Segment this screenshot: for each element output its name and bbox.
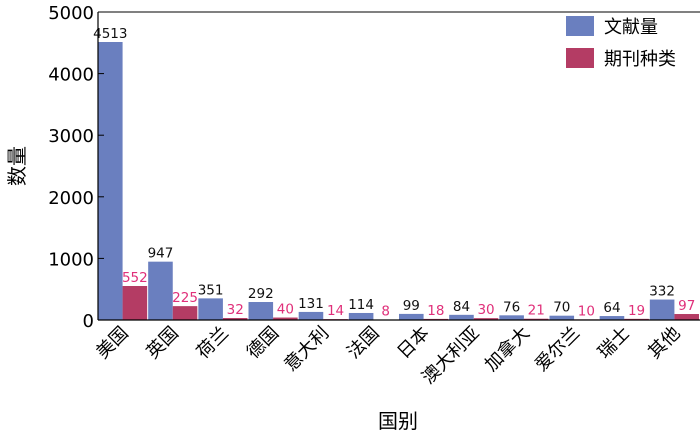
value-label-literature-7: 84 [453,299,470,315]
y-ticks-group: 0 1000 2000 3000 4000 5000 [48,3,104,332]
bar-journals-8 [523,318,549,320]
value-label-journals-0: 552 [122,270,148,286]
x-tick-label-9: 爱尔兰 [531,323,584,376]
bar-literature-5 [348,312,374,320]
legend-swatch-1 [566,48,594,68]
value-label-journals-9: 10 [578,303,595,319]
value-label-literature-0: 4513 [93,26,127,42]
x-axis-title: 国别 [378,409,418,433]
axes-group [97,11,700,321]
x-tick-label-10: 瑞士 [594,323,634,363]
bar-journals-11 [674,314,699,320]
value-label-literature-4: 131 [298,296,324,312]
value-label-literature-8: 76 [503,299,520,315]
x-tick-label-1: 英国 [142,323,182,363]
value-label-journals-3: 40 [277,302,294,318]
value-label-literature-3: 292 [248,286,274,302]
y-tick-label-5: 5000 [48,3,94,24]
value-label-literature-6: 99 [403,298,420,314]
bars-group [98,42,699,320]
bar-literature-7 [449,314,474,320]
bar-literature-4 [298,311,324,320]
value-label-literature-5: 114 [348,297,374,313]
value-label-journals-11: 97 [678,298,695,314]
value-label-journals-4: 14 [327,303,344,319]
y-tick-label-4: 4000 [48,65,94,86]
bar-literature-9 [549,315,575,320]
bar-literature-11 [649,299,675,320]
value-label-literature-10: 64 [603,300,620,316]
bar-journals-2 [222,318,248,320]
x-tick-label-11: 其他 [644,323,684,363]
bar-literature-3 [248,302,274,320]
bar-literature-8 [499,315,524,320]
value-label-literature-1: 947 [148,246,174,262]
value-label-journals-2: 32 [227,302,244,318]
bar-journals-0 [122,286,148,320]
x-tick-label-8: 加拿大 [480,322,534,376]
value-label-journals-5: 8 [381,304,390,320]
bar-journals-7 [473,318,499,320]
y-tick-label-0: 0 [83,311,94,332]
bar-literature-2 [198,298,223,320]
value-label-journals-7: 30 [477,302,494,318]
x-tick-label-0: 美国 [92,323,132,363]
bar-journals-1 [172,306,198,320]
bar-literature-10 [599,316,625,320]
y-tick-label-1: 1000 [48,249,94,270]
x-tick-label-5: 法国 [343,323,383,363]
legend-label-0: 文献量 [604,17,658,38]
x-tick-label-6: 日本 [393,323,433,363]
legend-label-1: 期刊种类 [604,49,676,70]
bar-literature-1 [148,261,173,320]
value-label-journals-1: 225 [172,290,198,306]
x-tick-label-3: 德国 [243,323,283,363]
value-label-journals-6: 18 [427,303,444,319]
x-tick-label-4: 意大利 [280,323,333,376]
x-tick-label-2: 荷兰 [193,323,233,363]
value-label-journals-8: 21 [528,303,545,319]
bar-journals-3 [273,317,298,320]
bar-literature-0 [98,42,123,320]
y-tick-label-2: 2000 [48,188,94,209]
bar-literature-6 [399,313,424,320]
value-label-journals-10: 19 [628,303,645,319]
y-axis-title: 数量 [5,146,29,186]
y-tick-label-3: 3000 [48,126,94,147]
value-label-literature-11: 332 [649,284,675,300]
value-label-literature-2: 351 [198,282,224,298]
legend-swatch-0 [566,16,594,36]
value-label-literature-9: 70 [553,300,570,316]
